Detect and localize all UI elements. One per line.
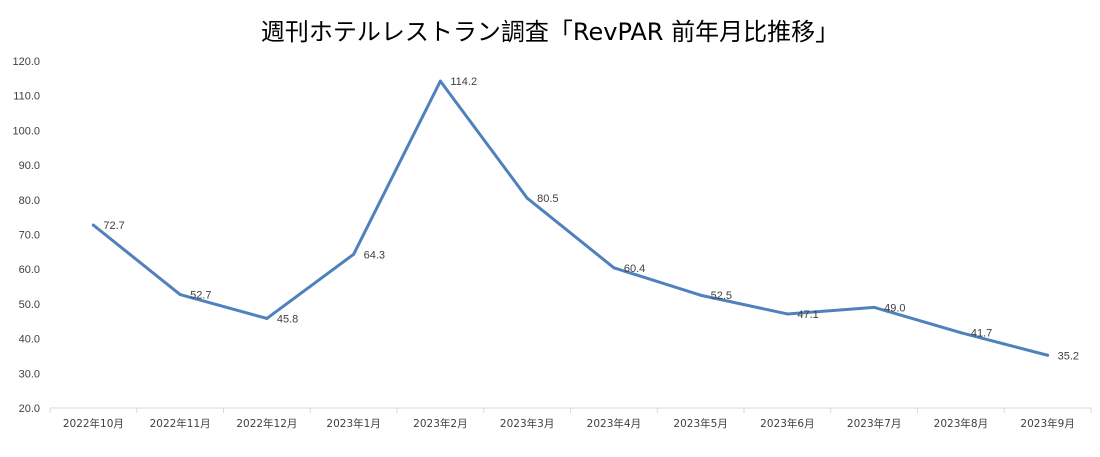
y-tick-label: 90.0: [19, 160, 40, 172]
y-tick-label: 110.0: [13, 91, 40, 103]
data-label: 64.3: [364, 249, 385, 261]
data-label: 35.2: [1058, 350, 1079, 362]
data-point: [525, 196, 529, 200]
data-label: 49.0: [884, 302, 905, 314]
data-label: 41.7: [971, 328, 992, 340]
y-tick-label: 50.0: [19, 299, 40, 311]
data-point: [352, 252, 356, 256]
data-point: [438, 79, 442, 83]
x-tick-label: 2022年11月: [150, 417, 211, 430]
x-tick-label: 2023年4月: [587, 417, 641, 430]
data-label: 47.1: [797, 309, 818, 321]
x-tick-label: 2023年7月: [847, 417, 901, 430]
x-tick-label: 2023年5月: [673, 417, 727, 430]
y-tick-label: 40.0: [19, 334, 40, 346]
data-label: 60.4: [624, 263, 645, 275]
data-label: 52.7: [190, 290, 211, 302]
y-tick-label: 100.0: [12, 125, 40, 137]
series-line: [91, 79, 1050, 357]
x-tick-label: 2023年3月: [500, 417, 554, 430]
x-tick-label: 2023年6月: [760, 417, 814, 430]
y-tick-label: 80.0: [19, 195, 40, 207]
x-tick-label: 2022年12月: [236, 417, 297, 430]
x-tick-label: 2022年10月: [63, 417, 124, 430]
data-point: [699, 293, 703, 297]
y-tick-label: 120.0: [12, 56, 40, 68]
data-point: [612, 266, 616, 270]
data-point: [178, 293, 182, 297]
x-tick-label: 2023年1月: [326, 417, 380, 430]
data-point: [91, 223, 95, 227]
data-label: 52.5: [711, 290, 732, 302]
y-tick-label: 20.0: [19, 403, 40, 415]
x-tick-label: 2023年9月: [1020, 417, 1074, 430]
data-label: 80.5: [537, 193, 558, 205]
y-tick-label: 60.0: [19, 264, 40, 276]
data-point: [785, 312, 789, 316]
data-label: 45.8: [277, 313, 298, 325]
data-point: [265, 316, 269, 320]
chart-title: 週刊ホテルレストラン調査「RevPAR 前年月比推移」: [260, 18, 840, 46]
x-tick-label: 2023年8月: [934, 417, 988, 430]
data-label: 114.2: [450, 76, 477, 88]
y-tick-label: 30.0: [19, 368, 40, 380]
y-tick-label: 70.0: [19, 230, 40, 242]
data-label: 72.7: [103, 220, 124, 232]
x-tick-label: 2023年2月: [413, 417, 467, 430]
data-point: [1046, 353, 1050, 357]
data-point: [959, 331, 963, 335]
data-point: [872, 305, 876, 309]
